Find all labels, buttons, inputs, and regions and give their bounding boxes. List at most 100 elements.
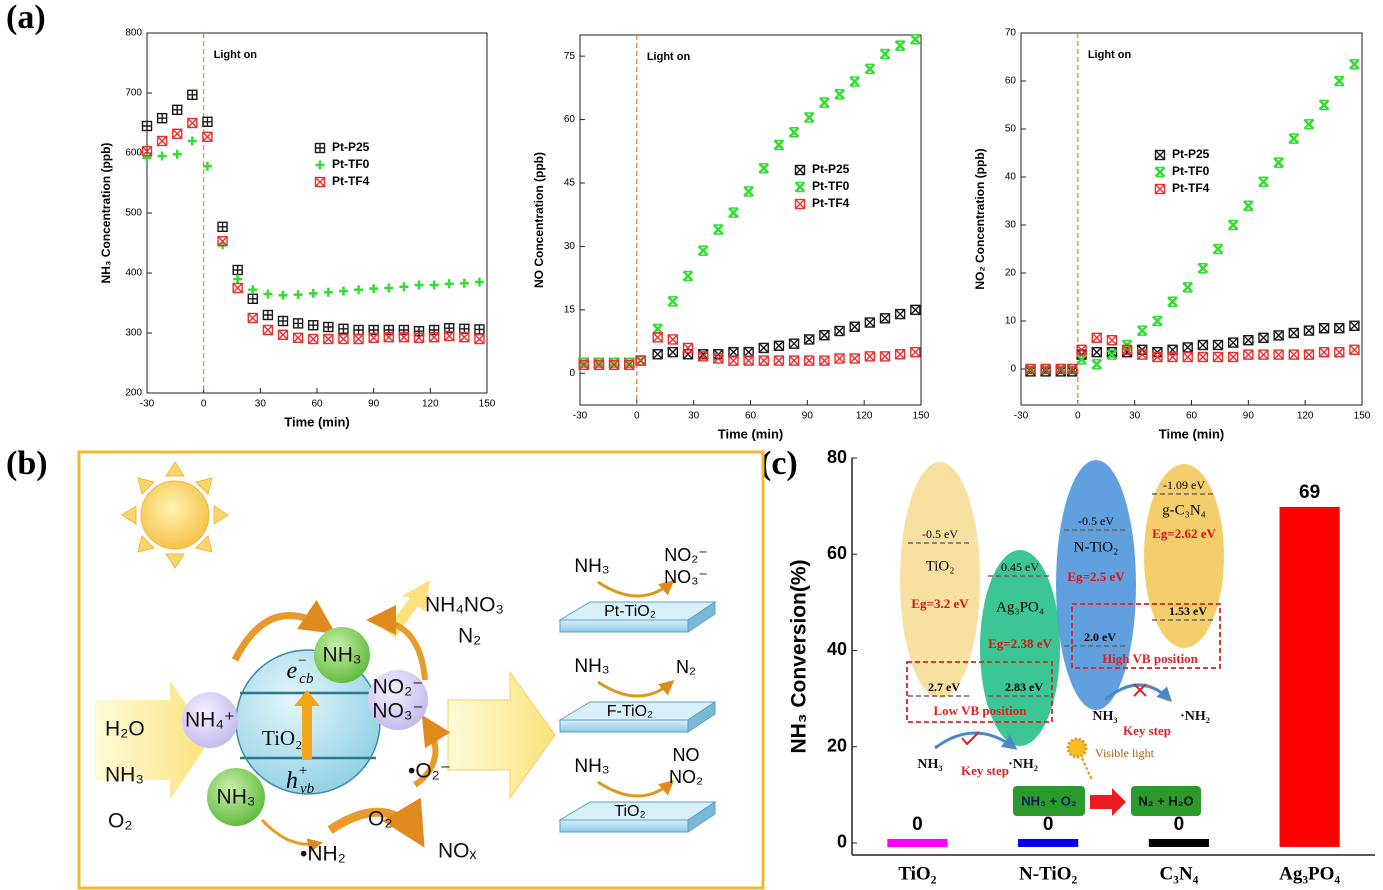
marker-cross [1350, 321, 1359, 330]
marker-cross [790, 339, 799, 348]
data-point [774, 356, 783, 365]
data-point [309, 289, 318, 298]
marker-cross [324, 335, 333, 344]
semiconductor-name: N-TiO₂ [1074, 539, 1119, 555]
marker-cross [668, 348, 677, 357]
data-point [881, 50, 890, 59]
data-point [294, 290, 303, 299]
high-vb: High VB position [1102, 651, 1199, 666]
marker-cross [714, 225, 723, 234]
plate-label: TiO₂ [614, 803, 645, 820]
vb-label: 2.7 eV [928, 680, 960, 694]
step-text: ·NH₂ [1180, 709, 1210, 724]
plate-front [560, 820, 688, 832]
legend-marker [796, 166, 805, 175]
marker-plus [445, 279, 454, 288]
marker-cross [1214, 341, 1223, 350]
marker-plus [263, 311, 272, 320]
marker-cross [865, 64, 874, 73]
marker-cross [263, 326, 272, 335]
marker-cross [668, 297, 677, 306]
marker-cross [881, 352, 890, 361]
data-point [445, 279, 454, 288]
data-point [668, 348, 677, 357]
marker-cross [744, 356, 753, 365]
marker-plus [430, 281, 439, 290]
marker-plus [294, 319, 303, 328]
value-label: 69 [1299, 482, 1320, 503]
y-tick-label: 80 [827, 447, 847, 467]
data-point [1350, 60, 1359, 69]
y-tick-label: 45 [564, 178, 576, 189]
marker-cross [774, 140, 783, 149]
data-point [729, 208, 738, 217]
e-base: e [287, 658, 298, 684]
data-point [1335, 77, 1344, 86]
marker-cross [1289, 350, 1298, 359]
marker-cross [805, 113, 814, 122]
marker-plus [415, 281, 424, 290]
data-point [354, 285, 363, 294]
marker-cross [1198, 353, 1207, 362]
marker-cross [279, 330, 288, 339]
y-tick-label: 30 [1005, 220, 1017, 231]
y-tick-label: 20 [827, 735, 847, 755]
marker-plus [324, 323, 333, 332]
marker-cross [774, 341, 783, 350]
data-point [354, 335, 363, 344]
x-tick-label: 120 [422, 399, 439, 410]
legend-label: Pt-TF0 [332, 157, 370, 171]
marker-cross [1092, 348, 1101, 357]
x-tick-label: 120 [1297, 411, 1314, 422]
light-text: Visible light [1095, 746, 1155, 760]
marker-plus [354, 285, 363, 294]
data-point [911, 305, 920, 314]
data-point [850, 354, 859, 363]
plot-frame [1021, 33, 1362, 405]
step-text: NH₃ [917, 757, 942, 772]
e-sub: cb [299, 671, 314, 687]
vb-label: 2.0 eV [1084, 630, 1116, 644]
marker-cross [835, 90, 844, 99]
data-point [188, 137, 197, 146]
data-point [625, 358, 634, 367]
data-point [475, 278, 484, 287]
y-tick-label: 10 [1005, 316, 1017, 327]
data-point [881, 352, 890, 361]
x-tick-label: 150 [479, 399, 496, 410]
marker-cross [1156, 185, 1165, 194]
data-point [233, 266, 242, 275]
y-tick-label: 30 [564, 241, 576, 252]
x-tick-label: 0 [1075, 411, 1081, 422]
plate-in: NH₃ [574, 756, 609, 777]
legend-marker [1156, 168, 1165, 177]
data-point [896, 350, 905, 359]
plate-arrow [598, 582, 672, 596]
data-point [1092, 348, 1101, 357]
data-point [1350, 345, 1359, 354]
y-tick-label: 300 [125, 328, 142, 339]
marker-cross [796, 166, 805, 175]
legend-label: Pt-TF0 [1172, 164, 1210, 178]
y-tick-label: 0 [837, 832, 847, 852]
data-point [729, 348, 738, 357]
data-point [1183, 343, 1192, 352]
product: N₂ [458, 625, 481, 648]
data-point [1289, 329, 1298, 338]
figure: (a) (b) (c) H₂O NH₃ O₂ TiO₂ e−cb h+vb NH… [0, 0, 1383, 890]
reaction-arrow [1090, 788, 1126, 816]
x-tick-label: 60 [745, 411, 757, 422]
marker-cross [790, 128, 799, 137]
data-point [1107, 336, 1116, 345]
cb-label: -1.09 eV [1163, 478, 1205, 492]
h-base: h [286, 768, 298, 794]
marker-cross [248, 314, 257, 323]
marker-cross [911, 35, 920, 44]
data-point [460, 333, 469, 342]
y-tick-label: 600 [125, 148, 142, 159]
marker-plus [233, 275, 242, 284]
data-point [668, 297, 677, 306]
data-point [865, 352, 874, 361]
data-point [1214, 245, 1223, 254]
marker-cross [1156, 151, 1165, 160]
